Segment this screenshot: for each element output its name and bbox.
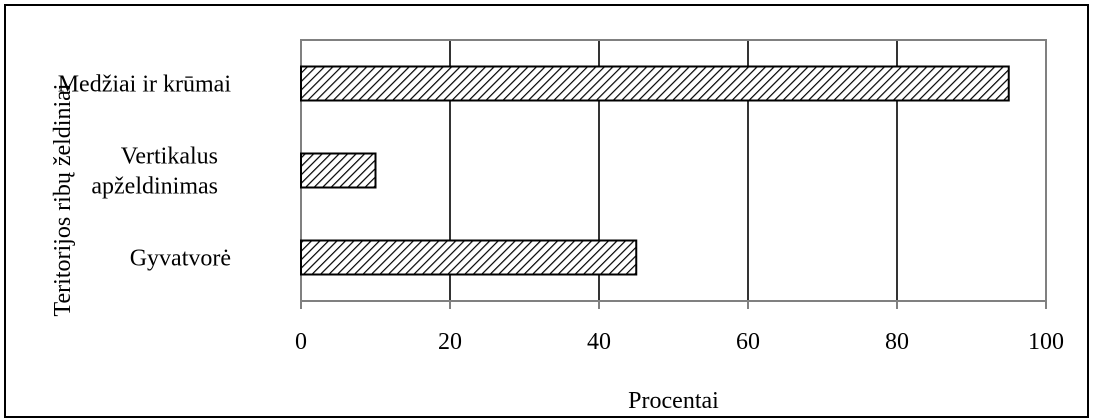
category-labels: Medžiai ir krūmai Vertikalus apželdinimas G… [58, 72, 232, 272]
x-tick-label: 40 [587, 329, 611, 355]
bar [300, 239, 638, 276]
category-label: Gyvatvorė [130, 246, 231, 272]
x-tick-label: 60 [736, 329, 760, 355]
bars [300, 65, 1010, 276]
x-tick-label: 80 [885, 329, 909, 355]
x-axis: 0 20 40 60 80 100 [295, 301, 1064, 355]
bar [300, 152, 377, 189]
category-label: Medžiai ir krūmai [58, 72, 232, 98]
y-axis-title: Teritorijos ribų želdiniai [50, 83, 76, 316]
x-tick-label: 0 [295, 329, 307, 355]
bar [300, 65, 1010, 102]
x-tick-label: 20 [438, 329, 462, 355]
x-axis-title: Procentai [628, 388, 719, 414]
category-label: Vertikalus apželdinimas [91, 144, 218, 200]
x-tick-label: 100 [1028, 329, 1064, 355]
